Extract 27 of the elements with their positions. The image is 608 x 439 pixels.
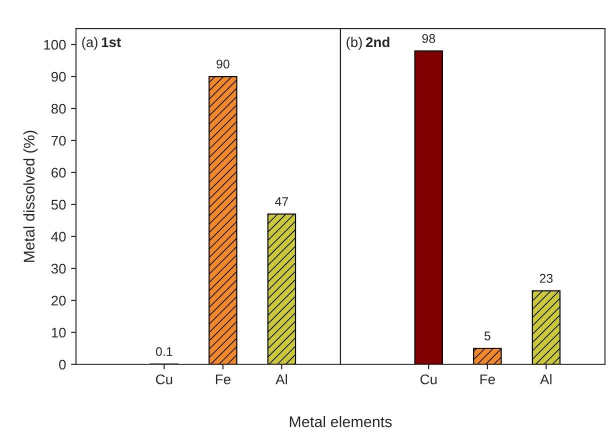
data-label: 98 xyxy=(422,34,436,43)
x-tick-label: Cu xyxy=(420,374,437,384)
x-tick-label: Al xyxy=(540,374,552,384)
text: (a) 1st xyxy=(82,36,121,50)
y-tick-label: 50 xyxy=(51,200,66,210)
y-axis-title: Metal dissolved (%) xyxy=(23,130,38,262)
x-tick-label: Fe xyxy=(216,374,230,384)
data-label: 90 xyxy=(216,60,230,68)
y-tick-label: 40 xyxy=(51,232,66,242)
text: (b) 2nd xyxy=(346,36,390,50)
x-tick-label: Cu xyxy=(156,374,172,384)
data-label: 47 xyxy=(275,197,288,206)
x-tick-label: Al xyxy=(276,374,287,384)
y-tick-label: 80 xyxy=(51,104,66,114)
y-tick-label: 10 xyxy=(52,328,66,338)
y-tick-label: 70 xyxy=(52,136,66,146)
data-label: 0.1 xyxy=(156,347,172,356)
data-label: 23 xyxy=(540,274,553,283)
y-tick-label: 60 xyxy=(52,168,66,178)
x-tick-label: Fe xyxy=(480,374,495,384)
y-tick-label: 20 xyxy=(52,296,66,306)
data-label: 5 xyxy=(484,332,490,340)
y-tick-label: 90 xyxy=(51,72,66,82)
y-tick-label: 30 xyxy=(51,264,66,274)
y-tick-label: 0 xyxy=(59,360,66,370)
x-axis-title: Metal elements xyxy=(290,416,392,428)
y-tick-label: 100 xyxy=(44,40,66,50)
